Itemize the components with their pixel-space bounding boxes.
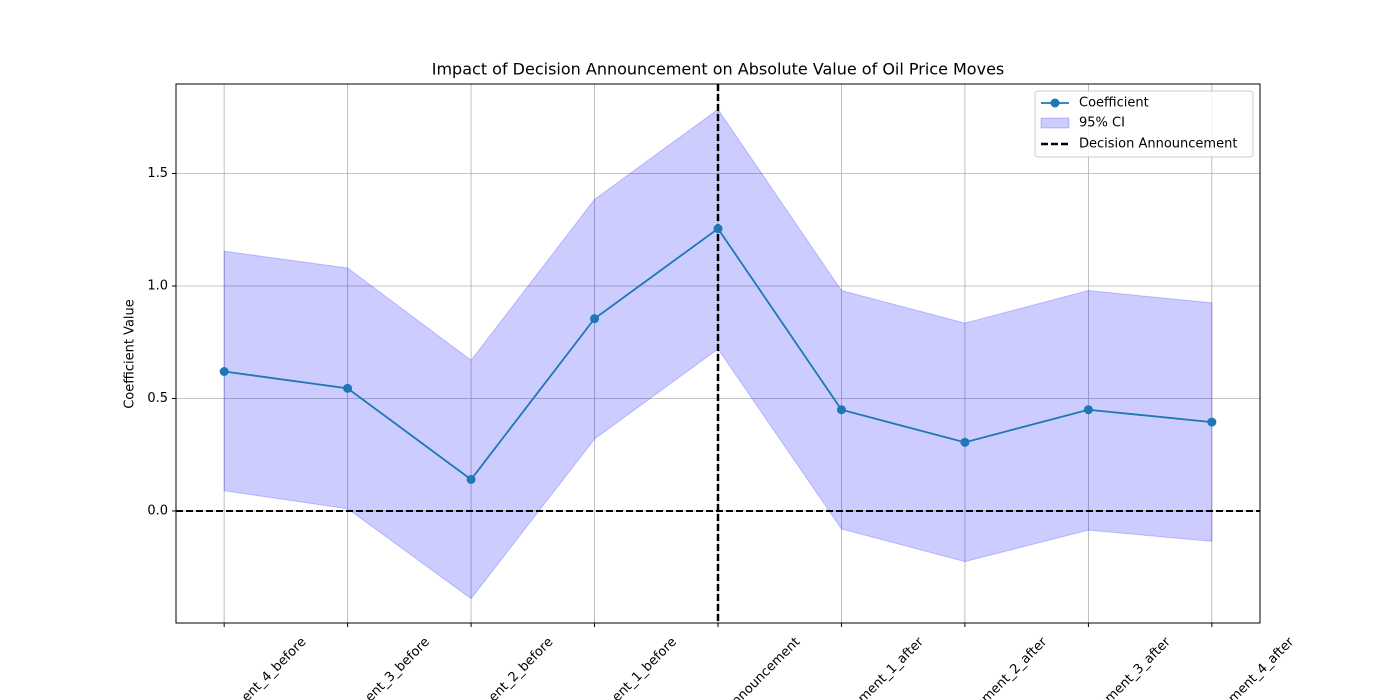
y-tick-label: 1.5: [147, 166, 168, 181]
x-tick-label: ent_3_before: [363, 635, 433, 700]
point: [219, 366, 229, 376]
legend-label: Decision Announcement: [1079, 137, 1237, 152]
chart-title: Impact of Decision Announcement on Absol…: [432, 60, 1005, 79]
point: [1083, 405, 1093, 415]
x-tick-label: ement_4_after: [1220, 634, 1298, 700]
point: [466, 474, 476, 484]
y-tick-label: 1.0: [147, 279, 168, 294]
point: [836, 405, 846, 415]
legend-swatch: [1040, 117, 1070, 129]
x-tick-label: ment_1_after: [855, 634, 927, 700]
x-tick-label: ement_3_after: [1097, 634, 1175, 700]
legend-label: Coefficient: [1079, 96, 1149, 111]
point: [960, 437, 970, 447]
point: [1207, 417, 1217, 427]
x-tick-label: ent_2_before: [486, 635, 556, 700]
y-tick-label: 0.5: [147, 391, 168, 406]
point: [590, 314, 600, 324]
plot: [176, 84, 1260, 623]
x-tick-label: ent_4_before: [239, 635, 309, 700]
legend-box: [1034, 90, 1254, 158]
legend-swatch: [1050, 98, 1060, 108]
y-tick-label: 0.0: [147, 503, 168, 518]
y-axis-label: Coefficient Value: [123, 299, 138, 409]
plot-frame: [175, 83, 1261, 624]
point: [343, 383, 353, 393]
x-tick-label: ent_1_before: [610, 635, 680, 700]
legend-label: 95% CI: [1079, 116, 1125, 131]
point: [713, 224, 723, 234]
x-tick-label: ement_2_after: [973, 634, 1051, 700]
x-tick-label: nnouncement: [729, 635, 803, 700]
